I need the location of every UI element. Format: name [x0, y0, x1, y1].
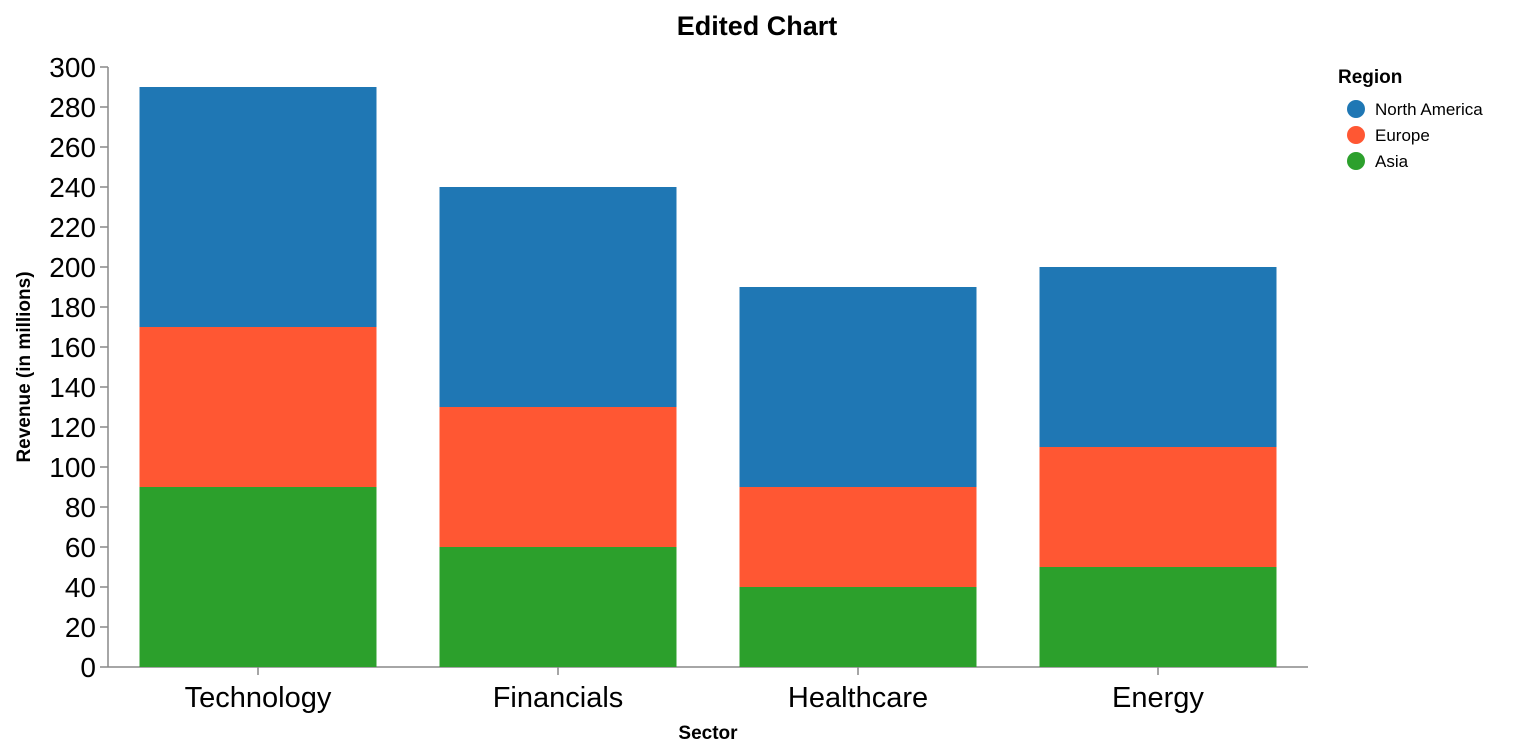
bar-segment-financials-asia — [439, 547, 677, 667]
legend-label: Asia — [1375, 152, 1409, 171]
bar-segment-healthcare-europe — [739, 487, 977, 587]
bar-segment-technology-europe — [139, 327, 377, 487]
bar-segment-financials-europe — [439, 407, 677, 547]
x-tick-label: Financials — [493, 682, 624, 714]
x-axis: Technology Financials Healthcare Energy — [108, 666, 1308, 714]
y-tick-label: 40 — [65, 572, 96, 603]
legend-swatch — [1347, 126, 1365, 144]
y-tick-label: 260 — [49, 132, 96, 163]
bar-segment-energy-europe — [1039, 447, 1277, 567]
bar-segment-technology-north-america — [139, 87, 377, 327]
y-tick-label: 280 — [49, 92, 96, 123]
legend-title: Region — [1338, 67, 1402, 88]
legend-swatch — [1347, 100, 1365, 118]
y-tick-label: 20 — [65, 612, 96, 643]
legend-label: North America — [1375, 100, 1483, 119]
chart-title: Edited Chart — [677, 11, 838, 41]
y-tick-label: 300 — [49, 52, 96, 83]
y-axis: 0 20 40 60 80 100 120 140 160 180 200 220 240 260 280 3… — [49, 52, 109, 683]
bar-segment-financials-north-america — [439, 187, 677, 407]
y-tick-label: 60 — [65, 532, 96, 563]
y-tick-label: 200 — [49, 252, 96, 283]
y-tick-label: 180 — [49, 292, 96, 323]
y-tick-label: 240 — [49, 172, 96, 203]
y-tick-label: 0 — [80, 652, 96, 683]
x-axis-title: Sector — [678, 723, 738, 744]
y-tick-label: 140 — [49, 372, 96, 403]
y-tick-label: 160 — [49, 332, 96, 363]
bar-segment-technology-asia — [139, 487, 377, 667]
bar-segment-healthcare-north-america — [739, 287, 977, 487]
y-tick-label: 220 — [49, 212, 96, 243]
x-tick-label: Energy — [1112, 682, 1204, 714]
legend-label: Europe — [1375, 126, 1430, 145]
y-axis-title: Revenue (in millions) — [14, 271, 35, 462]
y-tick-label: 80 — [65, 492, 96, 523]
bars-group — [139, 87, 1277, 667]
legend: Region North America Europe Asia — [1338, 67, 1483, 171]
bar-segment-energy-north-america — [1039, 267, 1277, 447]
y-tick-label: 100 — [49, 452, 96, 483]
x-tick-label: Healthcare — [788, 682, 928, 714]
bar-segment-energy-asia — [1039, 567, 1277, 667]
y-tick-label: 120 — [49, 412, 96, 443]
bar-segment-healthcare-asia — [739, 587, 977, 667]
x-tick-label: Technology — [185, 682, 332, 714]
legend-swatch — [1347, 152, 1365, 170]
